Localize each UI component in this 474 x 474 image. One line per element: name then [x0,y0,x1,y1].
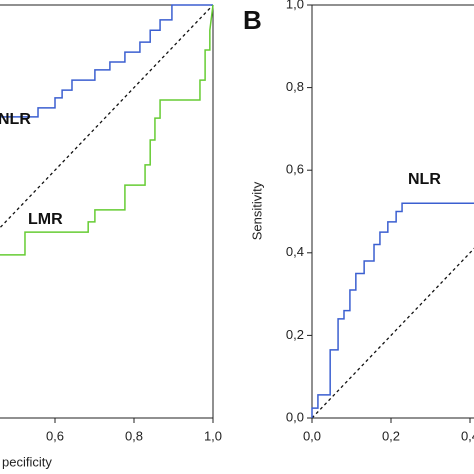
y-tick-label: 0,2 [286,327,304,342]
series-label: NLR [0,111,31,128]
reference-line [0,4,214,229]
y-tick-label: 1,0 [286,0,304,11]
reference-line [311,247,474,419]
x-tick-label: 1,0 [204,428,222,443]
x-tick-label: 0,0 [303,428,321,443]
series-label: NLR [408,171,441,188]
x-axis-label: pecificity [2,454,52,469]
y-tick-label: 0,8 [286,79,304,94]
panel-label: B [243,5,262,35]
y-axis-label: Sensitivity [249,181,264,240]
roc-curve [0,4,214,256]
roc-curve [0,4,213,118]
series-label: LMR [28,211,63,228]
y-tick-label: 0,0 [286,409,304,424]
y-tick-label: 0,4 [286,244,304,259]
x-tick-label: 0,8 [125,428,143,443]
y-tick-label: 0,6 [286,162,304,177]
roc-curve [311,202,474,418]
x-tick-label: 0,2 [382,428,400,443]
x-tick-label: 0,6 [46,428,64,443]
x-tick-label: 0,4 [461,428,474,443]
